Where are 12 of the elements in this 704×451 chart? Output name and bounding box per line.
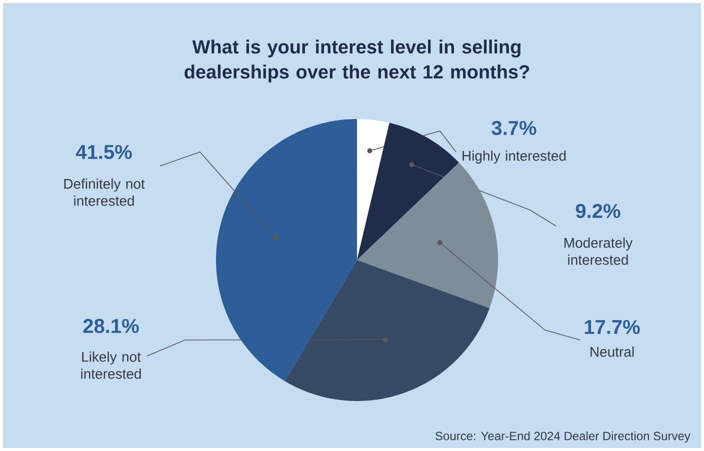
slice-label: Definitely not interested: [64, 178, 145, 206]
slice-label: Neutral: [590, 346, 634, 357]
data-label: 9.2%: [576, 204, 620, 218]
slice-label: Highly interested: [462, 150, 566, 164]
data-label: 41.5%: [76, 144, 132, 160]
slice-label: Moderately interested: [564, 238, 633, 265]
chart-title: What is your interest level in selling dealerships over the next 12 months?: [184, 40, 530, 82]
data-label: 3.7%: [492, 120, 536, 136]
data-label: 28.1%: [83, 318, 139, 334]
source-note: Source: Year-End 2024 Dealer Direction Survey: [436, 431, 690, 443]
data-label: 17.7%: [584, 320, 640, 334]
slice-label: Likely not interested: [81, 352, 141, 379]
